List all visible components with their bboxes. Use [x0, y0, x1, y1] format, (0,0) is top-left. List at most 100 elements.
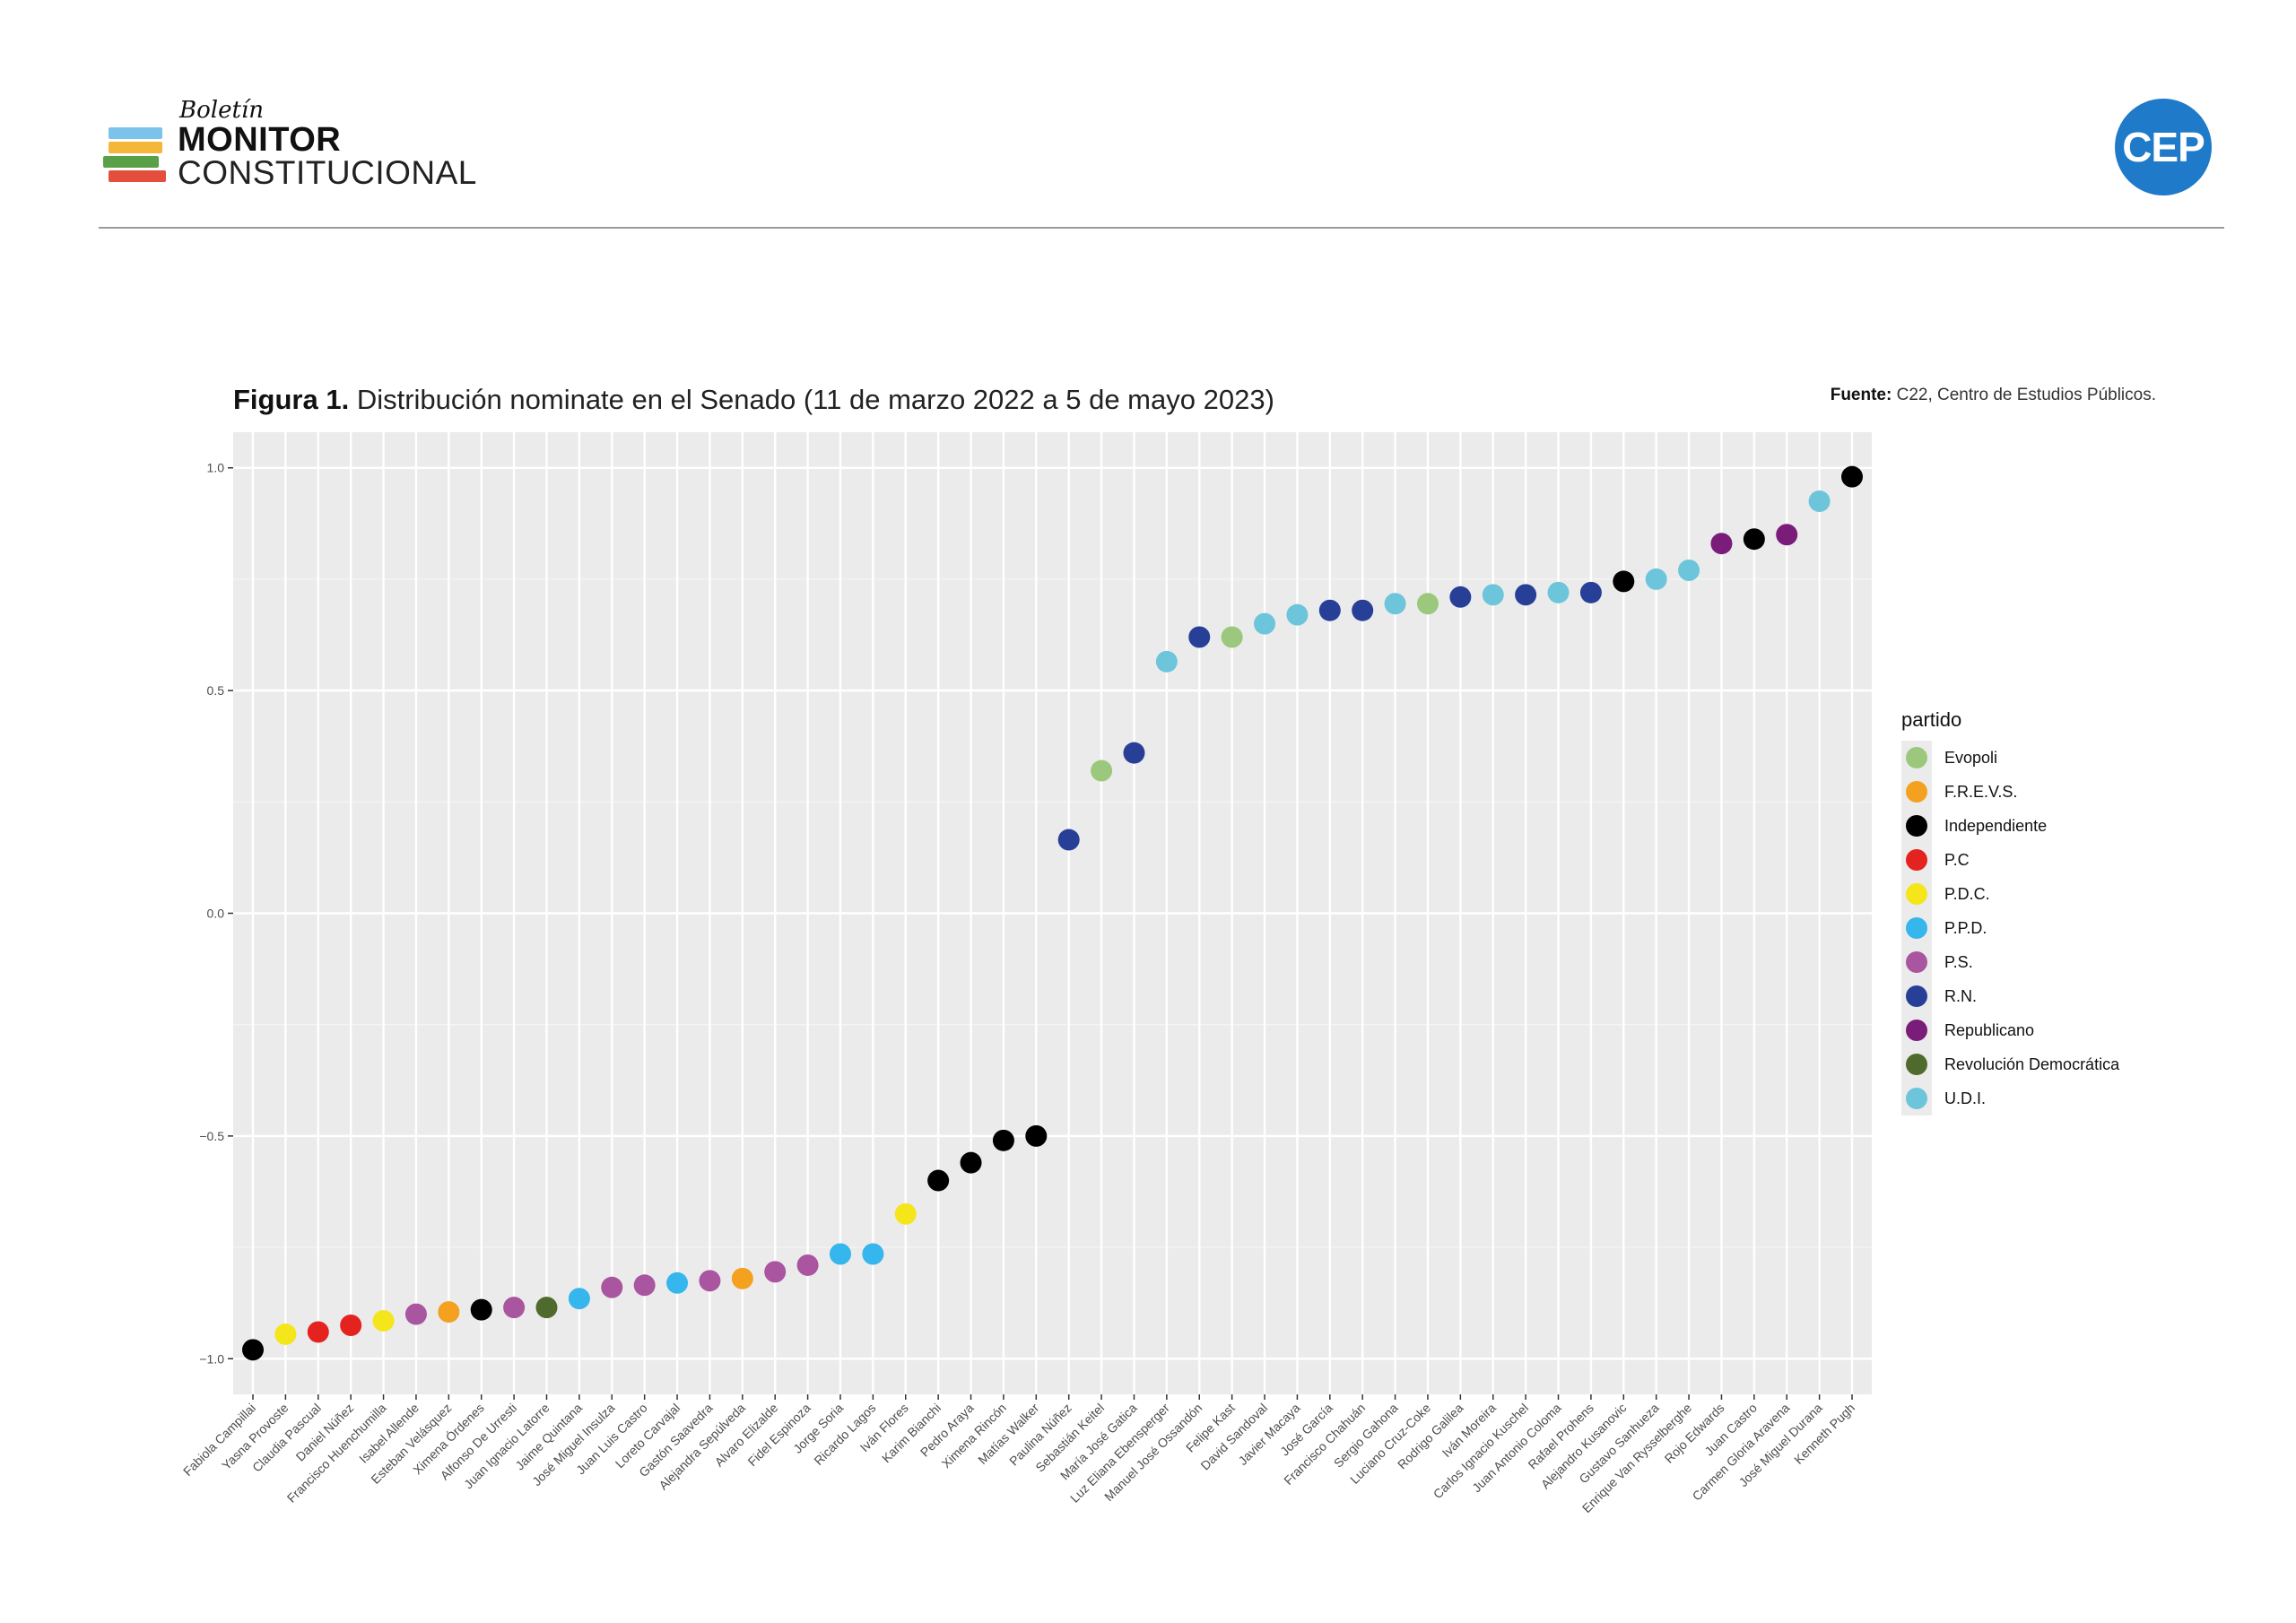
y-tick-label: 0.5	[207, 683, 225, 698]
legend-label: R.N.	[1944, 986, 1977, 1005]
legend-dot-icon	[1906, 917, 1927, 939]
legend-item: U.D.I.	[1901, 1081, 2170, 1115]
legend-item: R.N.	[1901, 979, 2170, 1013]
data-point	[1188, 626, 1211, 648]
data-point	[307, 1321, 329, 1343]
legend-key	[1901, 979, 1932, 1013]
legend-items: Evopoli F.R.E.V.S. Independiente P.C P.D.C. P…	[1901, 741, 2170, 1115]
y-tick-label: 1.0	[207, 461, 225, 475]
data-point	[1254, 612, 1276, 635]
data-point	[1579, 581, 1602, 603]
legend-label: P.C	[1944, 850, 1970, 869]
figure-title-text: Distribución nominate en el Senado (11 d…	[356, 384, 1274, 415]
data-point	[1547, 581, 1570, 603]
data-point	[960, 1151, 982, 1174]
data-point	[404, 1303, 427, 1325]
data-point	[535, 1297, 558, 1319]
data-point	[829, 1243, 851, 1265]
y-tick-label: −0.5	[199, 1129, 224, 1143]
legend-item: Evopoli	[1901, 741, 2170, 775]
data-point	[1352, 599, 1374, 621]
legend-label: F.R.E.V.S.	[1944, 782, 2018, 801]
data-point	[796, 1254, 819, 1276]
legend-dot-icon	[1906, 1088, 1927, 1109]
data-point	[1091, 759, 1113, 782]
legend-item: P.D.C.	[1901, 877, 2170, 911]
data-point	[1808, 490, 1831, 512]
legend-item: P.P.D.	[1901, 911, 2170, 945]
legend-dot-icon	[1906, 1054, 1927, 1075]
figure-source-text: C22, Centro de Estudios Públicos.	[1896, 386, 2156, 404]
legend-label: Republicano	[1944, 1020, 2035, 1039]
legend-dot-icon	[1906, 1020, 1927, 1041]
legend-item: P.S.	[1901, 945, 2170, 979]
data-point	[666, 1271, 689, 1294]
legend-item: Independiente	[1901, 809, 2170, 843]
y-tick-label: 0.0	[207, 907, 225, 921]
data-point	[927, 1169, 950, 1192]
logo-boletin: Boletín	[179, 97, 264, 124]
logo-bar	[109, 142, 162, 153]
legend-dot-icon	[1906, 815, 1927, 837]
legend-key	[1901, 877, 1932, 911]
logo-bars-icon	[103, 126, 168, 187]
legend-label: Evopoli	[1944, 748, 1998, 767]
legend-item: Revolución Democrática	[1901, 1047, 2170, 1081]
legend-item: P.C	[1901, 843, 2170, 877]
data-point	[992, 1129, 1014, 1151]
data-point	[1776, 524, 1798, 546]
y-tick-label: −1.0	[199, 1351, 224, 1366]
data-point	[1025, 1124, 1048, 1147]
data-point	[894, 1202, 917, 1225]
legend-label: U.D.I.	[1944, 1089, 1987, 1107]
cep-logo: CEP	[2115, 99, 2212, 195]
data-point	[372, 1310, 395, 1332]
legend-key	[1901, 945, 1932, 979]
figure-title: Figura 1. Distribución nominate en el Se…	[233, 384, 1274, 416]
logo-monitor: MONITOR	[178, 121, 342, 159]
legend-key	[1901, 741, 1932, 775]
header: Boletín MONITOR CONSTITUCIONAL CEP	[0, 0, 2296, 233]
legend-label: P.D.C.	[1944, 884, 1990, 903]
data-point	[1123, 742, 1145, 764]
data-point	[1678, 559, 1700, 581]
legend-dot-icon	[1906, 849, 1927, 871]
legend-item: F.R.E.V.S.	[1901, 775, 2170, 809]
data-point	[1155, 650, 1178, 673]
data-point	[601, 1276, 623, 1298]
legend-key	[1901, 843, 1932, 877]
data-point	[1482, 584, 1504, 606]
data-point	[1645, 568, 1667, 590]
legend-dot-icon	[1906, 951, 1927, 973]
legend-title: partido	[1901, 708, 1962, 731]
figure-source: Fuente: C22, Centro de Estudios Públicos…	[1831, 386, 2156, 405]
legend-key	[1901, 1013, 1932, 1047]
data-point	[1449, 586, 1472, 608]
data-point	[1318, 599, 1341, 621]
data-point	[699, 1270, 721, 1292]
data-point	[568, 1288, 590, 1310]
data-point	[1710, 533, 1733, 555]
logo-bar	[109, 127, 162, 139]
legend-label: Independiente	[1944, 816, 2048, 835]
data-point	[764, 1261, 787, 1283]
data-point	[1384, 593, 1406, 615]
logo-bar	[109, 170, 166, 182]
data-point	[274, 1323, 297, 1345]
data-point	[1416, 593, 1439, 615]
header-divider	[99, 227, 2224, 229]
data-point	[1057, 829, 1080, 851]
data-point	[1286, 603, 1309, 626]
legend-label: P.S.	[1944, 952, 1973, 971]
legend-key	[1901, 911, 1932, 945]
data-point	[1743, 528, 1765, 551]
legend-key	[1901, 775, 1932, 809]
legend-dot-icon	[1906, 781, 1927, 803]
data-point	[1841, 465, 1863, 488]
logo-constitucional: CONSTITUCIONAL	[178, 154, 477, 191]
legend-label: P.P.D.	[1944, 918, 1987, 937]
data-point	[731, 1267, 753, 1289]
legend-dot-icon	[1906, 883, 1927, 905]
legend-dot-icon	[1906, 747, 1927, 768]
